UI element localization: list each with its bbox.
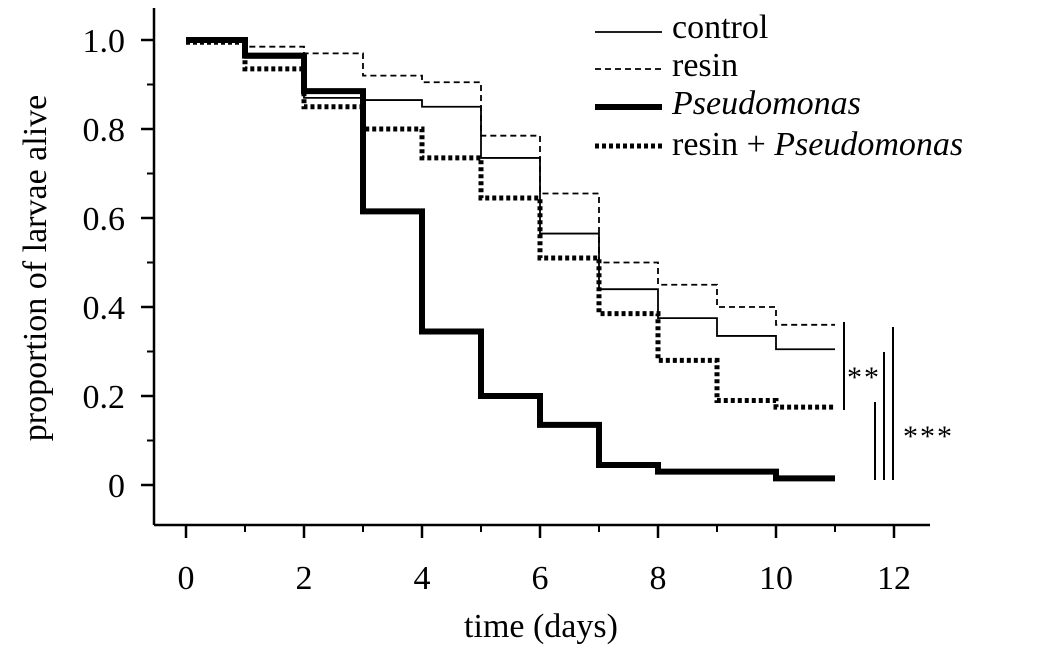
y-tick-label: 0.8 bbox=[83, 112, 126, 149]
series-pseudomonas bbox=[186, 37, 835, 482]
y-tick-label: 0.2 bbox=[83, 379, 126, 416]
y-tick-labels: 0 0.2 0.4 0.6 0.8 1.0 bbox=[83, 23, 126, 505]
significance-markers: ** *** bbox=[843, 322, 954, 480]
x-axis-label: time (days) bbox=[464, 608, 618, 645]
x-tick-label: 6 bbox=[532, 560, 549, 597]
legend: control resin Pseudomonas resin + Pseudo… bbox=[595, 9, 963, 163]
significance-label-double: ** bbox=[847, 361, 881, 394]
y-tick-label: 1.0 bbox=[83, 23, 126, 60]
axes bbox=[152, 8, 930, 527]
series-resin bbox=[186, 39, 835, 326]
legend-label-pseudomonas: Pseudomonas bbox=[671, 85, 861, 122]
legend-label-resin-pseudomonas: resin + Pseudomonas bbox=[672, 126, 963, 163]
axis-ticks bbox=[141, 38, 896, 538]
x-tick-label: 10 bbox=[759, 560, 793, 597]
survival-curves bbox=[186, 37, 835, 482]
x-tick-label: 12 bbox=[877, 560, 911, 597]
y-tick-label: 0.4 bbox=[83, 290, 126, 327]
y-axis-label: proportion of larvae alive bbox=[17, 95, 54, 441]
y-tick-label: 0.6 bbox=[83, 201, 126, 238]
x-tick-label: 8 bbox=[650, 560, 667, 597]
legend-label-resin: resin bbox=[672, 47, 738, 84]
series-resin-pseudomonas bbox=[186, 39, 835, 410]
x-tick-label: 0 bbox=[178, 560, 195, 597]
x-tick-label: 4 bbox=[414, 560, 431, 597]
significance-label-triple: *** bbox=[903, 420, 954, 453]
legend-label-control: control bbox=[672, 9, 768, 46]
x-tick-label: 2 bbox=[296, 560, 313, 597]
y-tick-label: 0 bbox=[108, 468, 125, 505]
x-tick-labels: 0 2 4 6 8 10 12 bbox=[178, 560, 912, 597]
